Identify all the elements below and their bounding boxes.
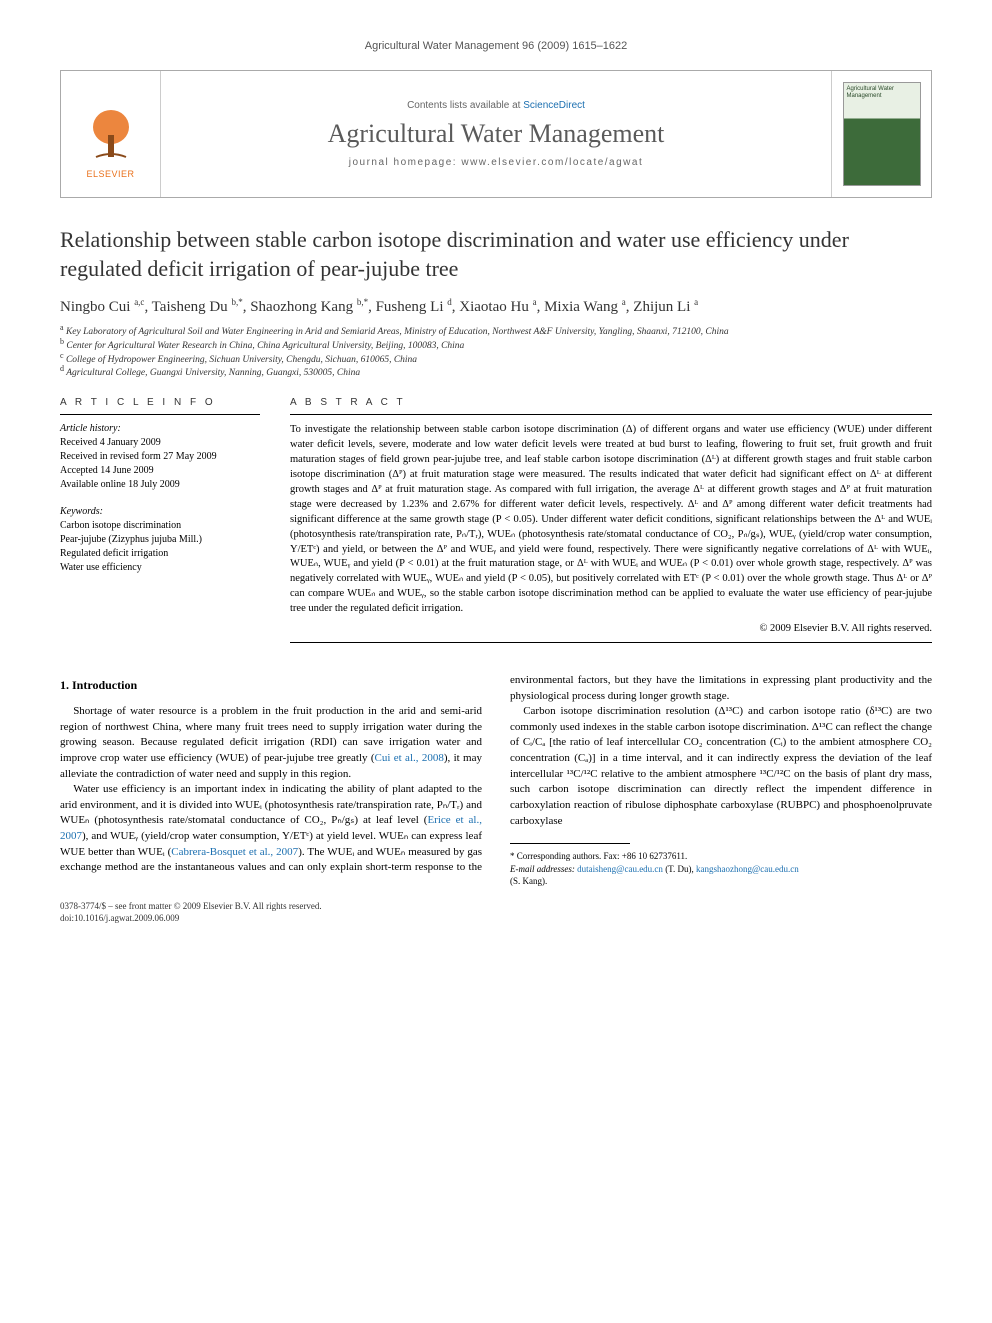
article-info-column: A R T I C L E I N F O Article history: R… [60, 397, 260, 651]
journal-name: Agricultural Water Management [328, 119, 665, 149]
abstract-text: To investigate the relationship between … [290, 423, 932, 617]
footnotes: * Corresponding authors. Fax: +86 10 627… [510, 850, 932, 888]
footnote-separator [510, 843, 630, 844]
article-history-lines: Received 4 January 2009Received in revis… [60, 436, 260, 492]
masthead-center: Contents lists available at ScienceDirec… [161, 71, 831, 197]
doi-line: doi:10.1016/j.agwat.2009.06.009 [60, 912, 932, 924]
abstract-column: A B S T R A C T To investigate the relat… [290, 397, 932, 651]
article-body: 1. Introduction Shortage of water resour… [60, 673, 932, 888]
intro-para-3: Carbon isotope discrimination resolution… [510, 704, 932, 829]
doi-block: 0378-3774/$ – see front matter © 2009 El… [60, 900, 932, 924]
keyword-line: Water use efficiency [60, 561, 260, 575]
article-info-label: A R T I C L E I N F O [60, 397, 260, 408]
affiliation-line: c College of Hydropower Engineering, Sic… [60, 354, 932, 368]
intro-p2-pre: Water use efficiency is an important ind… [60, 783, 482, 826]
elsevier-logo: ELSEVIER [76, 89, 146, 179]
affiliation-line: b Center for Agricultural Water Research… [60, 340, 932, 354]
journal-cover-thumbnail: Agricultural Water Management [843, 82, 921, 186]
keyword-line: Pear-jujube (Zizyphus jujuba Mill.) [60, 533, 260, 547]
section-heading-introduction: 1. Introduction [60, 677, 482, 694]
intro-para-1: Shortage of water resource is a problem … [60, 704, 482, 782]
publisher-name: ELSEVIER [86, 169, 134, 179]
history-line: Accepted 14 June 2009 [60, 464, 260, 478]
history-line: Received 4 January 2009 [60, 436, 260, 450]
journal-masthead: ELSEVIER Contents lists available at Sci… [60, 70, 932, 198]
affiliation-list: a Key Laboratory of Agricultural Soil an… [60, 326, 932, 381]
keyword-line: Carbon isotope discrimination [60, 519, 260, 533]
corresponding-author-note: * Corresponding authors. Fax: +86 10 627… [510, 850, 932, 863]
publisher-logo-box: ELSEVIER [61, 71, 161, 197]
keyword-line: Regulated deficit irrigation [60, 547, 260, 561]
history-line: Received in revised form 27 May 2009 [60, 450, 260, 464]
history-line: Available online 18 July 2009 [60, 478, 260, 492]
keywords-label: Keywords: [60, 506, 260, 517]
ref-cui-2008[interactable]: Cui et al., 2008 [375, 752, 444, 764]
journal-homepage-line: journal homepage: www.elsevier.com/locat… [349, 157, 644, 168]
running-head: Agricultural Water Management 96 (2009) … [60, 40, 932, 52]
email-label: E-mail addresses: [510, 864, 577, 874]
contents-available-line: Contents lists available at ScienceDirec… [407, 100, 585, 111]
contents-prefix: Contents lists available at [407, 100, 523, 111]
elsevier-tree-icon [86, 107, 136, 165]
article-title: Relationship between stable carbon isoto… [60, 226, 932, 283]
email-link-1[interactable]: dutaisheng@cau.edu.cn [577, 864, 663, 874]
issn-front-matter-line: 0378-3774/$ – see front matter © 2009 El… [60, 900, 932, 912]
cover-thumbnail-box: Agricultural Water Management [831, 71, 931, 197]
email-link-2[interactable]: kangshaozhong@cau.edu.cn [696, 864, 799, 874]
ref-cabrera-2007[interactable]: Cabrera-Bosquet et al., 2007 [171, 846, 298, 858]
keywords-lines: Carbon isotope discriminationPear-jujube… [60, 519, 260, 575]
abstract-label: A B S T R A C T [290, 397, 932, 408]
affiliation-line: a Key Laboratory of Agricultural Soil an… [60, 326, 932, 340]
abstract-copyright: © 2009 Elsevier B.V. All rights reserved… [290, 623, 932, 634]
cover-label: Agricultural Water Management [847, 86, 920, 99]
affiliation-line: d Agricultural College, Guangxi Universi… [60, 367, 932, 381]
email-who-1: (T. Du), [663, 864, 696, 874]
author-list: Ningbo Cui a,c, Taisheng Du b,*, Shaozho… [60, 299, 932, 316]
email-addresses-line: E-mail addresses: dutaisheng@cau.edu.cn … [510, 863, 932, 888]
sciencedirect-link[interactable]: ScienceDirect [523, 100, 585, 111]
article-history-label: Article history: [60, 423, 260, 434]
email-who-2: (S. Kang). [510, 876, 547, 886]
